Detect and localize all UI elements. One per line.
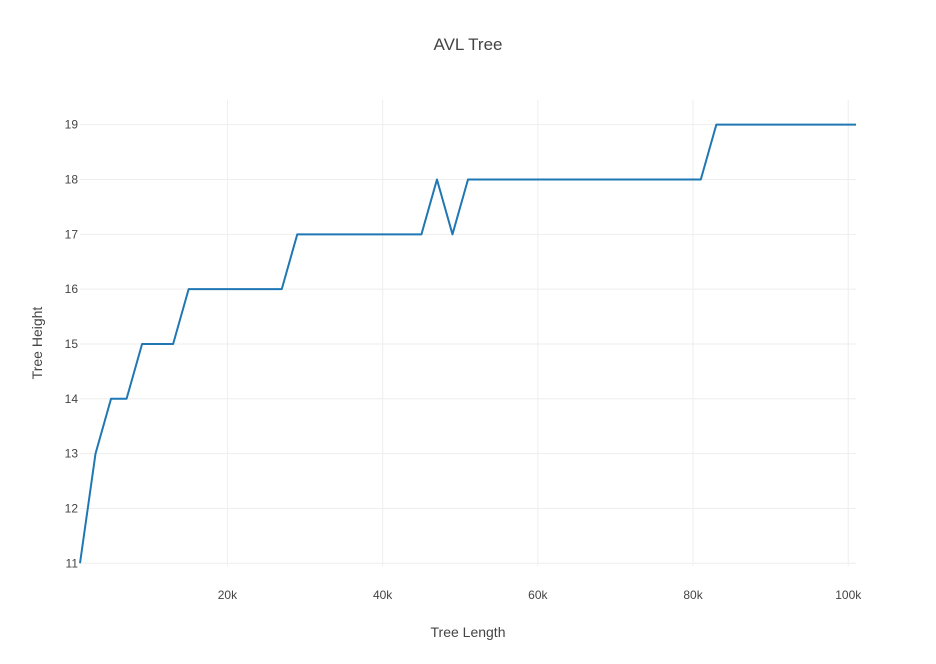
y-tick-label: 19 [65,118,79,132]
y-tick-label: 12 [65,501,79,515]
x-tick-label: 40k [373,588,393,602]
series-line [79,123,856,564]
y-axis-ticks: 11 12 13 14 15 16 17 18 19 [65,118,79,571]
y-tick-label: 13 [65,447,79,461]
y-tick-label: 16 [65,282,79,296]
x-axis-ticks: 20k 40k 60k 80k 100k [218,588,862,602]
gridlines [80,100,856,566]
x-axis-title: Tree Length [431,624,506,640]
y-tick-label: 17 [65,227,79,241]
plot-area [79,123,856,564]
y-axis-title: Tree Height [29,307,45,380]
x-tick-label: 80k [683,588,703,602]
y-tick-label: 11 [66,556,79,570]
y-tick-label: 18 [65,172,79,186]
y-tick-label: 15 [65,337,79,351]
x-tick-label: 100k [835,588,862,602]
x-tick-label: 20k [218,588,238,602]
chart-title: AVL Tree [434,35,503,54]
y-tick-label: 14 [65,392,79,406]
x-tick-label: 60k [528,588,548,602]
